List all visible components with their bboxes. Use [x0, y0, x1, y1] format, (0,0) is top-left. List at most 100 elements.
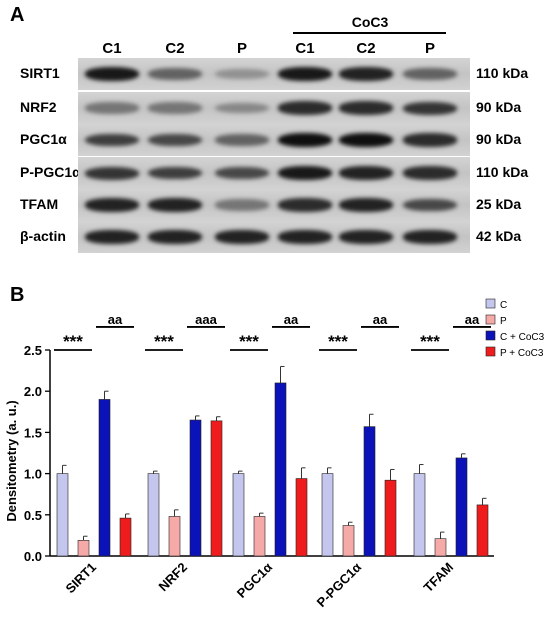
blot-band	[403, 198, 457, 212]
blot-band	[278, 230, 332, 244]
bar	[168, 516, 181, 557]
bar	[253, 516, 266, 557]
blot-band	[215, 166, 269, 180]
significance-label: ***	[154, 332, 174, 351]
bar	[274, 382, 287, 557]
blot-label: β-actin	[20, 228, 66, 244]
bar	[434, 538, 447, 557]
y-tick-label: 2.5	[24, 343, 42, 358]
y-tick-label: 0.0	[24, 549, 42, 564]
blot-band	[148, 68, 202, 80]
bar	[98, 399, 111, 557]
blot-label: PGC1α	[20, 131, 67, 147]
bar	[189, 419, 202, 557]
bar	[56, 473, 69, 557]
bar	[342, 525, 355, 557]
blot-band	[85, 67, 139, 81]
legend-swatch	[485, 298, 496, 309]
blot-band	[403, 166, 457, 180]
legend-swatch	[485, 346, 496, 357]
blot-molecular-weight: 42 kDa	[476, 228, 522, 244]
blot-band	[339, 166, 393, 180]
blot-band	[148, 102, 202, 114]
blot-band	[339, 133, 393, 147]
blot-band	[215, 102, 269, 114]
blot-molecular-weight: 110 kDa	[476, 65, 529, 81]
lane-label-6: P	[424, 40, 435, 57]
blot-band	[215, 68, 269, 80]
category-label: PGC1α	[234, 560, 275, 601]
y-axis-label: Densitometry (a. u.)	[4, 400, 19, 521]
blot-band	[148, 198, 202, 212]
blot-band	[85, 166, 139, 180]
blot-molecular-weight: 90 kDa	[476, 99, 522, 115]
blot-band	[215, 199, 269, 211]
blot-band	[148, 133, 202, 147]
significance-label: ***	[63, 332, 83, 351]
panel-a-letter: A	[10, 4, 25, 26]
bar	[413, 473, 426, 557]
bar	[384, 479, 397, 557]
legend-label: P	[500, 316, 507, 327]
blot-label: P-PGC1α	[20, 164, 81, 180]
lane-label-1: C1	[102, 40, 122, 57]
blot-band	[85, 133, 139, 147]
blot-label: TFAM	[20, 196, 59, 212]
blot-band	[339, 230, 393, 244]
bar	[363, 426, 376, 557]
significance-label: aaa	[195, 312, 217, 327]
legend-label: C + CoC3	[500, 332, 545, 343]
y-tick-label: 1.5	[24, 425, 42, 440]
legend-label: C	[500, 300, 507, 311]
bar	[119, 517, 132, 557]
blot-band	[148, 230, 202, 244]
blot-band	[403, 101, 457, 115]
densitometry-chart: B 0.0 0.5 1.0 1.5 2.0 2.5 Densitometry (a. u.) S…	[4, 284, 545, 610]
legend-swatch	[485, 330, 496, 341]
blot-band	[403, 133, 457, 147]
blot-band	[403, 68, 457, 80]
significance-label: aa	[373, 312, 388, 327]
blot-strip	[78, 189, 470, 221]
blot-band	[85, 198, 139, 212]
category-label: SIRT1	[62, 560, 99, 597]
category-label: P-PGC1α	[314, 560, 364, 610]
significance-label: ***	[328, 332, 348, 351]
y-tick-label: 2.0	[24, 384, 42, 399]
panel-b-letter: B	[10, 284, 24, 306]
category-label: NRF2	[156, 560, 191, 595]
blot-band	[215, 134, 269, 146]
blot-molecular-weight: 90 kDa	[476, 131, 522, 147]
blot-band	[215, 230, 269, 244]
significance-label: aa	[108, 312, 123, 327]
bar	[232, 473, 245, 557]
blot-molecular-weight: 25 kDa	[476, 196, 522, 212]
significance-label: ***	[420, 332, 440, 351]
bar	[321, 473, 334, 557]
lane-label-4: C1	[295, 40, 315, 57]
blot-band	[339, 101, 393, 115]
blot-band	[85, 102, 139, 114]
blot-label: NRF2	[20, 99, 57, 115]
blot-band	[85, 230, 139, 244]
bar	[210, 420, 223, 557]
blot-band	[403, 230, 457, 244]
bar	[77, 540, 90, 557]
category-label: TFAM	[420, 560, 456, 596]
blot-band	[278, 67, 332, 81]
lane-label-3: P	[236, 40, 247, 57]
blot-label: SIRT1	[20, 65, 60, 81]
blot-strip	[78, 124, 470, 156]
blot-molecular-weight: 110 kDa	[476, 164, 529, 180]
blot-strip	[78, 157, 470, 189]
blot-band	[278, 133, 332, 147]
lane-label-5: C2	[356, 40, 376, 57]
bar	[147, 473, 160, 557]
significance-label: aa	[284, 312, 299, 327]
legend-swatch	[485, 314, 496, 325]
bar	[455, 457, 468, 557]
lane-label-2: C2	[165, 40, 185, 57]
blot-strip	[78, 58, 470, 90]
significance-label: ***	[239, 332, 259, 351]
bar	[295, 478, 308, 557]
